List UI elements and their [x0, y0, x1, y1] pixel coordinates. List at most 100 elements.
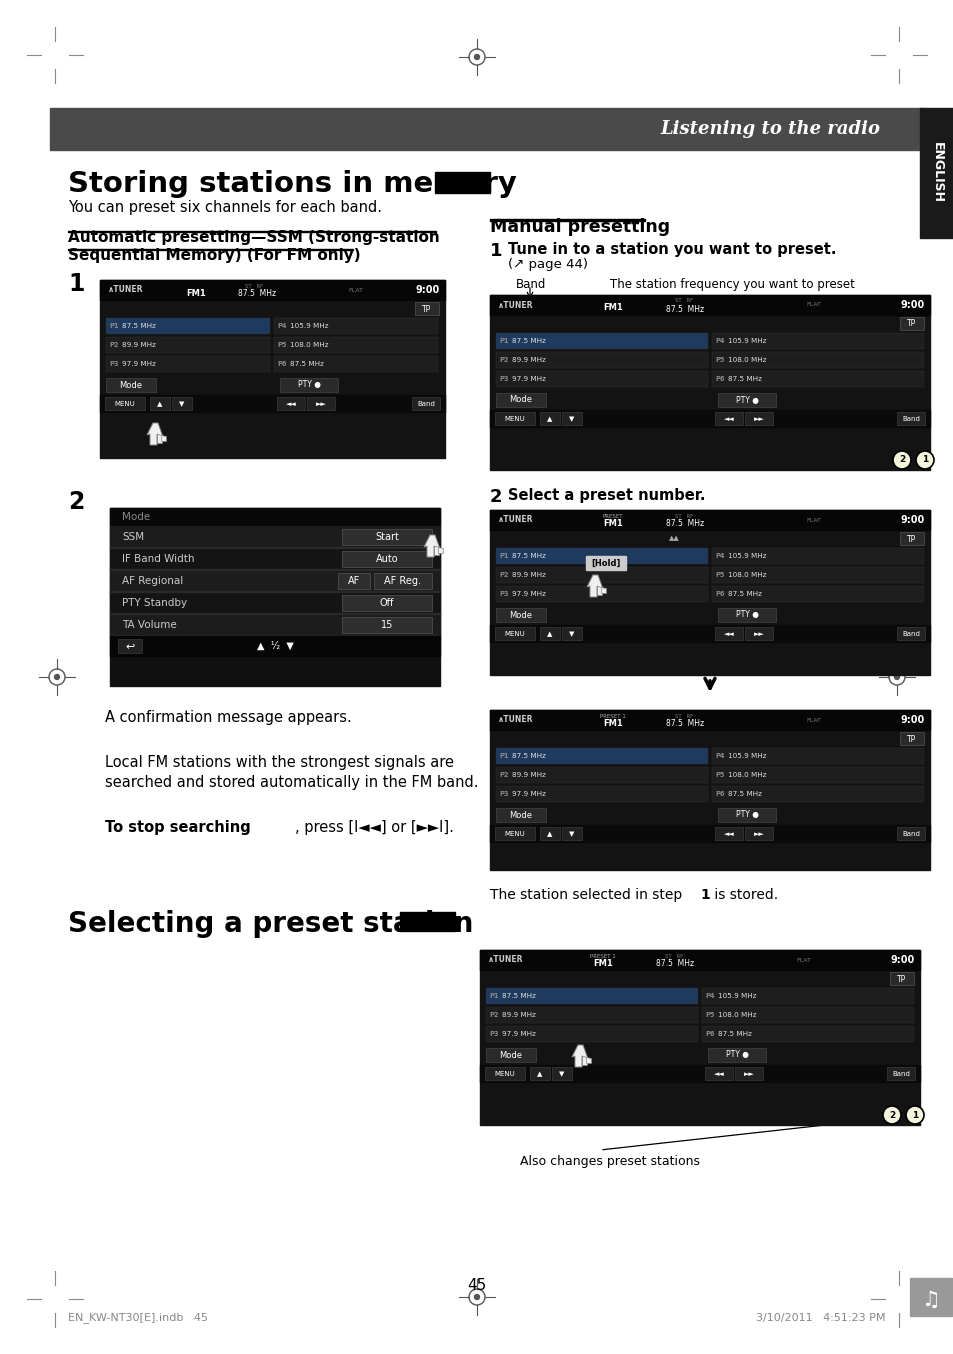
Text: 105.9 MHz: 105.9 MHz	[727, 753, 765, 760]
Text: P2: P2	[489, 1011, 498, 1018]
Text: TP: TP	[422, 305, 431, 314]
Bar	[707, 1048, 765, 1062]
Text: The station frequency you want to preset: The station frequency you want to preset	[609, 278, 854, 291]
Text: ∧TUNER: ∧TUNER	[497, 516, 533, 524]
Polygon shape	[157, 435, 162, 443]
Polygon shape	[423, 535, 439, 556]
Circle shape	[474, 1294, 479, 1300]
Bar	[711, 586, 923, 603]
Text: P6: P6	[276, 362, 286, 367]
Text: FLAT: FLAT	[348, 287, 363, 292]
Text: ∧TUNER: ∧TUNER	[497, 715, 533, 724]
Text: Mode: Mode	[509, 395, 532, 405]
Text: 87.5  MHz: 87.5 MHz	[656, 960, 694, 968]
Text: ENGLISH: ENGLISH	[929, 142, 943, 203]
Bar	[495, 412, 535, 425]
Bar	[399, 913, 455, 932]
Bar	[539, 827, 559, 839]
Bar	[496, 393, 545, 408]
Bar	[172, 397, 192, 410]
Polygon shape	[572, 1045, 587, 1067]
Bar	[110, 525, 439, 548]
Text: is stored.: is stored.	[709, 888, 778, 902]
Text: P5: P5	[714, 357, 723, 363]
Bar	[744, 412, 772, 425]
Polygon shape	[581, 1056, 586, 1066]
Text: 89.9 MHz: 89.9 MHz	[122, 343, 155, 348]
Polygon shape	[161, 435, 166, 441]
Text: P2: P2	[498, 772, 508, 779]
Text: 87.5 MHz: 87.5 MHz	[512, 552, 545, 559]
Text: Band: Band	[902, 631, 919, 636]
Bar	[496, 747, 707, 764]
Bar	[496, 548, 707, 565]
Text: PTY ●: PTY ●	[297, 380, 320, 390]
Text: P6: P6	[714, 791, 723, 798]
Text: ▼: ▼	[569, 631, 574, 636]
Text: ►►: ►►	[315, 401, 326, 408]
Bar	[711, 352, 923, 368]
Bar	[274, 318, 437, 334]
Text: P4: P4	[276, 324, 286, 329]
Text: Mode: Mode	[509, 611, 532, 620]
Bar	[561, 827, 581, 839]
Text: FLAT: FLAT	[806, 517, 821, 523]
Text: 97.9 MHz: 97.9 MHz	[512, 590, 545, 597]
Text: MENU: MENU	[114, 401, 135, 408]
Text: FLAT: FLAT	[806, 302, 821, 307]
Text: 89.9 MHz: 89.9 MHz	[512, 357, 545, 363]
Bar	[711, 747, 923, 764]
Text: Selecting a preset station: Selecting a preset station	[68, 910, 473, 938]
Text: P6: P6	[714, 376, 723, 382]
Text: 97.9 MHz: 97.9 MHz	[122, 362, 155, 367]
Text: Sequential Memory) (For FM only): Sequential Memory) (For FM only)	[68, 248, 360, 263]
Text: ▼: ▼	[558, 1071, 564, 1076]
Bar	[341, 529, 432, 546]
Text: Mode: Mode	[499, 1051, 522, 1059]
Bar	[552, 1067, 572, 1080]
Bar	[484, 1067, 524, 1080]
Text: 108.0 MHz: 108.0 MHz	[727, 772, 765, 779]
Text: 105.9 MHz: 105.9 MHz	[727, 338, 765, 344]
Text: Band: Band	[902, 831, 919, 837]
Bar	[490, 510, 929, 529]
Text: ►►: ►►	[753, 631, 763, 636]
Text: AF Reg.: AF Reg.	[384, 575, 421, 586]
Text: ◄◄: ◄◄	[713, 1071, 723, 1076]
Text: ►►: ►►	[753, 416, 763, 422]
Bar	[734, 1067, 762, 1080]
Text: PTY Standby: PTY Standby	[122, 598, 187, 608]
Bar	[110, 548, 439, 570]
Circle shape	[894, 674, 899, 680]
Bar	[496, 808, 545, 822]
Text: AF: AF	[348, 575, 359, 586]
Bar	[490, 825, 929, 842]
Text: 2: 2	[68, 490, 84, 515]
Text: 1: 1	[700, 888, 709, 902]
Bar	[110, 636, 439, 655]
Text: ▼: ▼	[179, 401, 185, 408]
Text: TP: TP	[906, 535, 916, 543]
Text: Mode: Mode	[509, 811, 532, 819]
Bar	[485, 1007, 698, 1024]
Text: AF Regional: AF Regional	[122, 575, 183, 586]
Text: P4: P4	[714, 753, 723, 760]
Bar	[718, 808, 775, 822]
Text: ▲: ▲	[157, 401, 163, 408]
Bar	[909, 1278, 951, 1316]
Text: 108.0 MHz: 108.0 MHz	[727, 571, 765, 578]
Text: 87.5 MHz: 87.5 MHz	[512, 338, 545, 344]
Bar	[704, 1067, 732, 1080]
Bar	[490, 510, 929, 676]
Text: FM1: FM1	[602, 519, 622, 528]
Text: P5: P5	[276, 343, 286, 348]
Polygon shape	[434, 546, 438, 555]
Bar	[899, 317, 923, 330]
Bar	[105, 397, 145, 410]
Text: 9:00: 9:00	[900, 515, 924, 525]
Text: ▲  ¹⁄₂  ▼: ▲ ¹⁄₂ ▼	[256, 640, 294, 651]
Text: Also changes preset stations: Also changes preset stations	[519, 1155, 700, 1169]
Bar	[274, 337, 437, 353]
Text: Band: Band	[891, 1071, 909, 1076]
Text: MENU: MENU	[504, 631, 525, 636]
